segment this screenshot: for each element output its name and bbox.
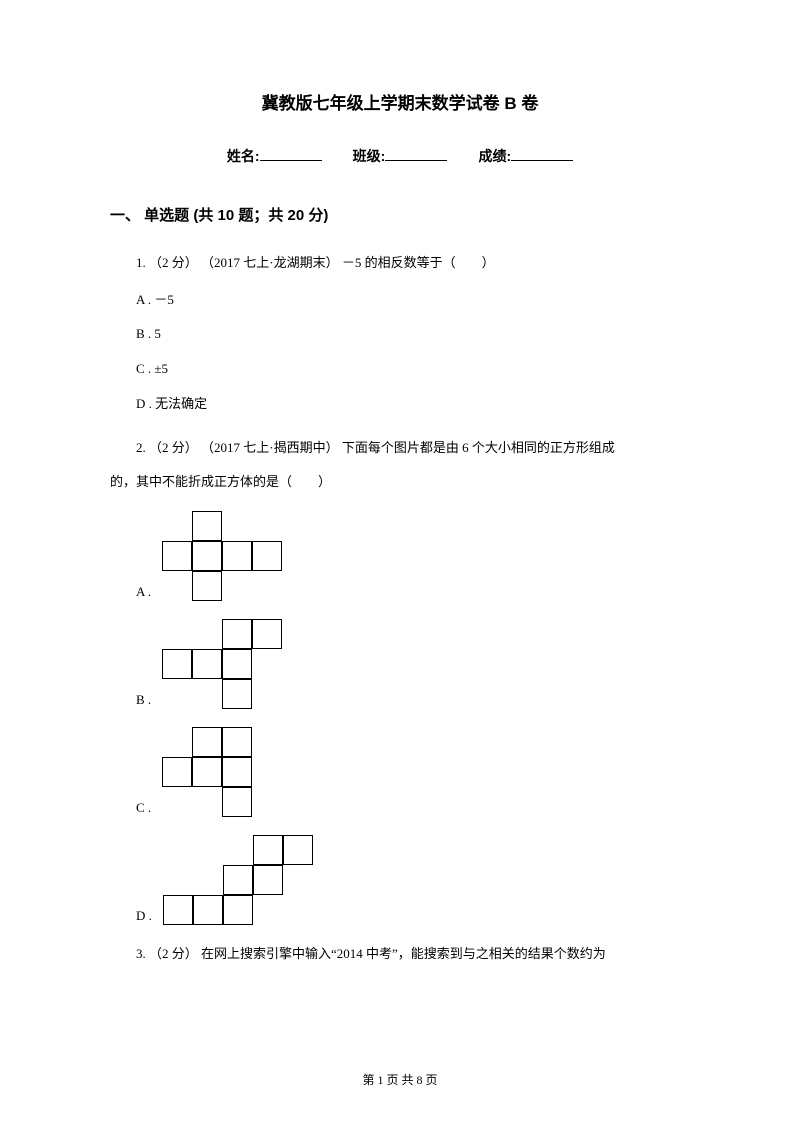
q1-option-a: A . －5 xyxy=(136,290,690,311)
name-label: 姓名: xyxy=(227,148,260,164)
question-3: 3. （2 分） 在网上搜索引擎中输入“2014 中考”，能搜索到与之相关的结果… xyxy=(110,941,690,967)
score-blank xyxy=(511,147,573,161)
q2-net-b xyxy=(162,617,292,711)
question-2-line1: 2. （2 分） （2017 七上·揭西期中） 下面每个图片都是由 6 个大小相… xyxy=(110,435,690,461)
q1-option-b: B . 5 xyxy=(136,324,690,345)
q2-net-a xyxy=(162,509,312,603)
q2-option-c: C . xyxy=(136,725,690,819)
q2-c-label: C . xyxy=(136,798,151,819)
q2-a-label: A . xyxy=(136,582,151,603)
q2-option-b: B . xyxy=(136,617,690,711)
page-title: 冀教版七年级上学期末数学试卷 B 卷 xyxy=(110,90,690,117)
page-footer: 第 1 页 共 8 页 xyxy=(0,1071,800,1090)
question-2-line2: 的，其中不能折成正方体的是（ ） xyxy=(110,469,690,495)
score-label: 成绩: xyxy=(478,148,511,164)
student-info-line: 姓名: 班级: 成绩: xyxy=(110,145,690,167)
question-1: 1. （2 分） （2017 七上·龙湖期末） －5 的相反数等于（ ） xyxy=(110,250,690,276)
q2-net-c xyxy=(162,725,292,819)
q1-option-d: D . 无法确定 xyxy=(136,394,690,415)
q2-b-label: B . xyxy=(136,690,151,711)
q2-option-d: D . xyxy=(136,833,690,927)
class-label: 班级: xyxy=(353,148,386,164)
q2-d-label: D . xyxy=(136,906,152,927)
q2-option-a: A . xyxy=(136,509,690,603)
name-blank xyxy=(260,147,322,161)
q2-net-d xyxy=(163,833,323,927)
q1-option-c: C . ±5 xyxy=(136,359,690,380)
section-heading: 一、 单选题 (共 10 题；共 20 分) xyxy=(110,204,690,228)
class-blank xyxy=(385,147,447,161)
